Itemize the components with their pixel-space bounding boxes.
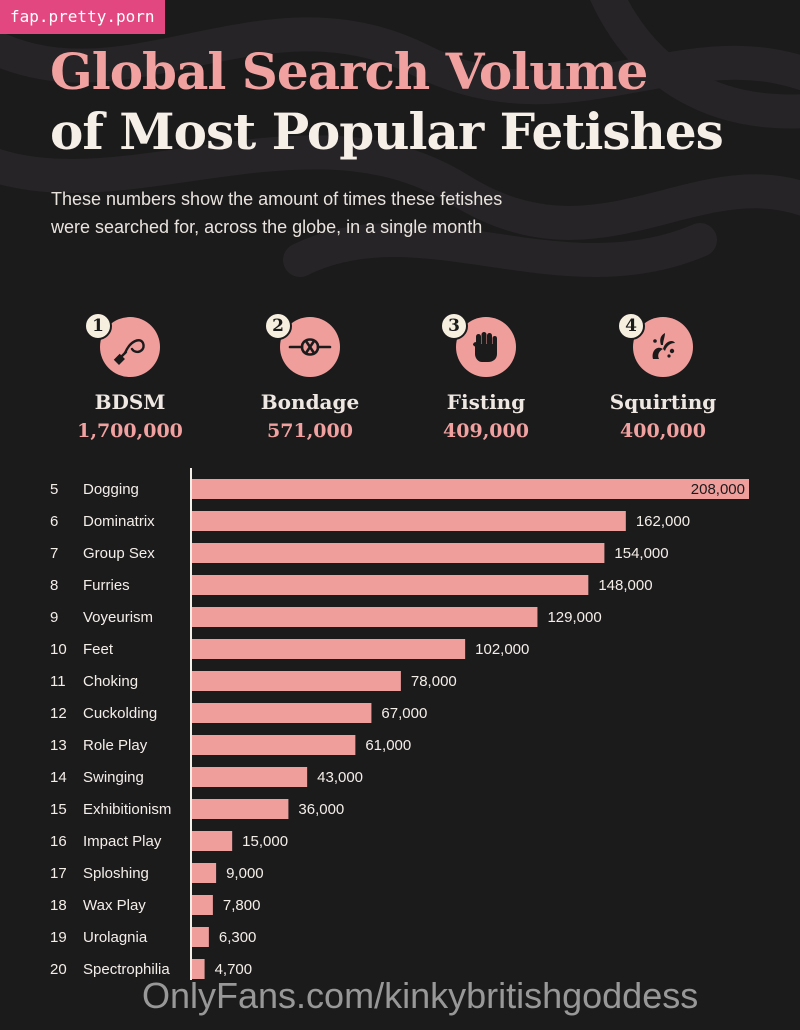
bar-rank-label: 17 [50, 865, 67, 882]
bar-category-label: Sploshing [83, 865, 149, 882]
bar-category-label: Voyeurism [83, 609, 153, 626]
bar-rank-label: 9 [50, 609, 58, 626]
bar [192, 479, 749, 499]
rank-badge: 4 [617, 312, 645, 340]
top-item-name: BDSM [94, 390, 166, 414]
bar-rank-label: 5 [50, 481, 58, 498]
watermark-onlyfans-url[interactable]: OnlyFans.com/kinkybritishgoddess [142, 975, 699, 1016]
bar [192, 511, 626, 531]
bar-value-label: 102,000 [475, 641, 529, 658]
subtitle-line-1: These numbers show the amount of times t… [51, 189, 503, 209]
top-item-value: 400,000 [620, 420, 706, 442]
bar-category-label: Cuckolding [83, 705, 157, 722]
top-item-name: Squirting [609, 390, 717, 414]
bar-rank-label: 11 [50, 673, 66, 690]
bar-category-label: Swinging [83, 769, 144, 786]
bar [192, 703, 372, 723]
bar-rank-label: 13 [50, 737, 67, 754]
bar-value-label: 9,000 [226, 865, 264, 882]
bar [192, 959, 205, 979]
bar-category-label: Dominatrix [83, 513, 155, 530]
bar [192, 575, 589, 595]
page-title: Global Search Volume of Most Popular Fet… [50, 42, 770, 162]
bar-rank-label: 14 [50, 769, 67, 786]
bar [192, 927, 209, 947]
watermark-site-label[interactable]: fap.pretty.porn [0, 0, 165, 34]
bar-value-label: 6,300 [219, 929, 257, 946]
bar-value-label: 208,000 [691, 481, 745, 498]
rank-badge: 2 [264, 312, 292, 340]
bar [192, 735, 356, 755]
top-item-value: 571,000 [267, 420, 353, 442]
bar [192, 607, 538, 627]
rank-badge: 1 [84, 312, 112, 340]
bar-category-label: Choking [83, 673, 138, 690]
bar-rank-label: 16 [50, 833, 67, 850]
bar [192, 639, 466, 659]
subtitle-line-2: were searched for, across the globe, in … [51, 217, 483, 237]
rank-badge: 3 [440, 312, 468, 340]
bar-category-label: Feet [83, 641, 114, 658]
title-line-1: Global Search Volume [50, 42, 648, 101]
bar-value-label: 4,700 [215, 961, 253, 978]
bar-rank-label: 19 [50, 929, 67, 946]
bar-value-label: 15,000 [242, 833, 288, 850]
bar-category-label: Impact Play [83, 833, 162, 850]
subtitle: These numbers show the amount of times t… [51, 185, 571, 241]
bar-category-label: Urolagnia [83, 929, 148, 946]
bar [192, 831, 233, 851]
top-item-name: Bondage [260, 390, 360, 414]
bar-value-label: 129,000 [547, 609, 601, 626]
bar-rank-label: 7 [50, 545, 58, 562]
bar-category-label: Wax Play [83, 897, 146, 914]
bar-category-label: Exhibitionism [83, 801, 171, 818]
bar-rank-label: 8 [50, 577, 58, 594]
bar-chart: 5 Dogging 208,000 6 Dominatrix 162,000 7 Group … [50, 468, 749, 980]
top-item-name: Fisting [446, 390, 526, 414]
bar-category-label: Spectrophilia [83, 961, 170, 978]
bar-category-label: Dogging [83, 481, 139, 498]
bar-rank-label: 18 [50, 897, 67, 914]
bar-value-label: 61,000 [365, 737, 411, 754]
bar-rank-label: 15 [50, 801, 67, 818]
bar-value-label: 154,000 [614, 545, 668, 562]
top-item-value: 409,000 [443, 420, 529, 442]
bar-value-label: 148,000 [598, 577, 652, 594]
bar [192, 799, 289, 819]
bar [192, 863, 217, 883]
bar [192, 895, 213, 915]
bar [192, 543, 605, 563]
bar-rank-label: 12 [50, 705, 67, 722]
bar-rank-label: 10 [50, 641, 67, 658]
bar-value-label: 43,000 [317, 769, 363, 786]
title-line-2: of Most Popular Fetishes [50, 102, 724, 161]
bar [192, 671, 401, 691]
bar-rank-label: 6 [50, 513, 58, 530]
bar-category-label: Furries [83, 577, 130, 594]
bar-value-label: 7,800 [223, 897, 261, 914]
bar-category-label: Group Sex [83, 545, 155, 562]
top-item-value: 1,700,000 [77, 420, 183, 442]
bar [192, 767, 308, 787]
background-pattern [0, 0, 800, 277]
bar-value-label: 67,000 [381, 705, 427, 722]
bar-value-label: 36,000 [298, 801, 344, 818]
bar-value-label: 78,000 [411, 673, 457, 690]
bar-value-label: 162,000 [636, 513, 690, 530]
bar-rank-label: 20 [50, 961, 67, 978]
bar-category-label: Role Play [83, 737, 148, 754]
